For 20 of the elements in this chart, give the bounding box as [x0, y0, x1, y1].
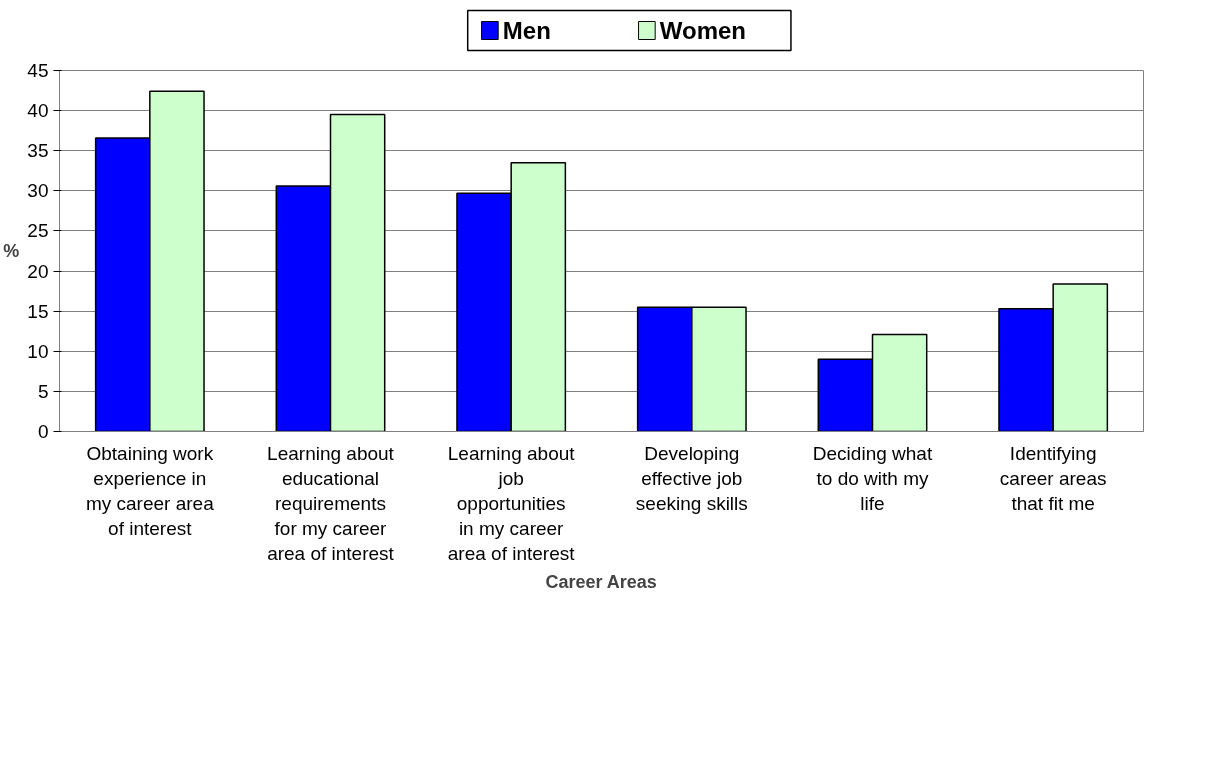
y-tick-label: 25: [27, 220, 49, 242]
x-tick-label: Deciding what to do with my life: [812, 442, 933, 514]
y-tick-label: 20: [27, 260, 49, 282]
y-tick-label: 15: [27, 300, 49, 322]
y-tick-label: 30: [27, 180, 49, 202]
x-tick-label: Learning about educational requirements for my career area of interest: [267, 442, 395, 565]
y-tick-label: 5: [37, 380, 49, 402]
y-tick-label: 10: [27, 340, 49, 362]
legend-label: Men: [502, 17, 551, 44]
y-tick-label: 45: [27, 60, 49, 81]
y-tick-label: 35: [27, 140, 49, 162]
legend-label: Women: [659, 17, 747, 44]
x-tick-label: Developing effective job seeking skills: [635, 442, 748, 514]
x-tick-label: Learning about job opportunities in my career area of interest: [447, 442, 576, 565]
y-tick-label: 40: [27, 100, 49, 122]
x-tick-label: Obtaining work experience in my career area of interest: [85, 442, 215, 540]
y-tick-label: 0: [37, 421, 49, 442]
y-axis-title: %: [3, 241, 20, 261]
x-tick-label: Identifying career areas that fit me: [999, 442, 1107, 514]
x-axis-title: Career Areas: [545, 572, 657, 593]
